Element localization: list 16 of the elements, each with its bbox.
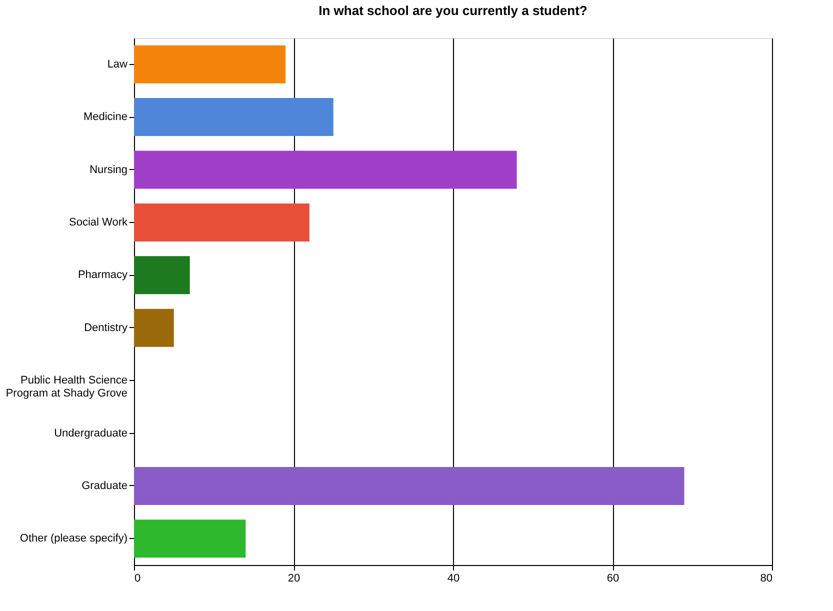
y-tick-label: Nursing (90, 164, 128, 176)
chart-title: In what school are you currently a student? (318, 3, 588, 18)
x-tick-label: 40 (447, 572, 460, 584)
y-tick-label: Undergraduate (54, 427, 128, 440)
y-tick-label: Law (107, 58, 128, 70)
y-tick-label: Medicine (83, 111, 128, 124)
y-tick-label: Social Work (69, 216, 128, 228)
x-tick-label: 0 (134, 572, 141, 584)
x-tick-label: 20 (288, 572, 300, 584)
x-tick-label: 80 (760, 572, 772, 584)
x-tick-label: 60 (606, 572, 620, 584)
y-tick-label: Pharmacy (78, 269, 128, 282)
y-tick-label: Other (please specify) (20, 532, 128, 545)
y-tick-label: Dentistry (84, 322, 128, 334)
y-tick-label: Graduate (82, 480, 128, 492)
y-tick-label: Public Health Science Program at Shady Grove (6, 374, 128, 400)
